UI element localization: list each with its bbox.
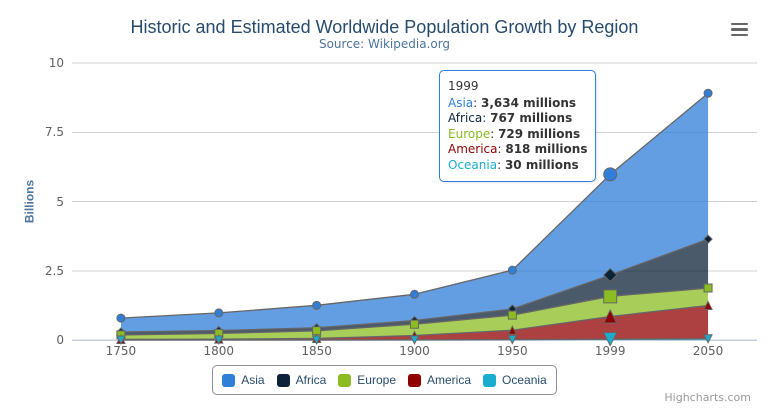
legend-symbol-oceania — [483, 373, 497, 387]
legend-label: America — [427, 373, 472, 387]
marker-asia-1900[interactable] — [410, 289, 419, 299]
marker-asia-1950[interactable] — [507, 265, 517, 275]
marker-europe-1950[interactable] — [507, 310, 517, 320]
chart-context-menu-button[interactable] — [728, 19, 752, 41]
tooltip-series-name: Europe — [448, 126, 491, 141]
tooltip-series-value: 3,634 millions — [481, 95, 577, 110]
legend-label: Europe — [357, 373, 396, 387]
legend-label: Africa — [295, 373, 327, 387]
x-axis-label-1750: 1750 — [105, 344, 137, 358]
x-axis-label-1800: 1800 — [203, 344, 235, 358]
marker-oceania-1999[interactable] — [602, 332, 618, 347]
y-axis-label-5: 5 — [56, 194, 64, 209]
legend-symbol-asia — [222, 373, 236, 387]
hamburger-icon — [731, 33, 748, 37]
area-america[interactable] — [120, 305, 709, 340]
y-axis-title: Billions — [23, 180, 37, 224]
chart-subtitle: Source: Wikipedia.org — [318, 37, 451, 51]
legend-item-asia[interactable]: Asia — [222, 373, 265, 387]
x-axis-label-1850: 1850 — [301, 344, 332, 358]
x-axis-label-1999: 1999 — [594, 344, 626, 358]
tooltip-series-name: America — [448, 142, 498, 156]
area-asia[interactable] — [120, 93, 709, 332]
tooltip-series-value: 30 millions — [504, 157, 579, 172]
marker-oceania-1900[interactable] — [409, 335, 420, 345]
tooltip-series-value: 818 millions — [505, 142, 588, 156]
legend-label: Oceania — [502, 373, 547, 387]
credits-link[interactable]: Highcharts.com — [664, 391, 751, 404]
tooltip-header: 1999 — [448, 79, 479, 93]
x-axis-label-1950: 1950 — [497, 344, 528, 358]
marker-oceania-2050[interactable] — [703, 334, 713, 344]
tooltip-series-value: 767 millions — [490, 111, 573, 125]
legend-box: Asia Africa Europe America Oceania — [212, 365, 557, 395]
tooltip-series-value: 729 millions — [498, 126, 581, 141]
chart-title: Historic and Estimated Worldwide Populat… — [130, 17, 639, 37]
legend: Asia Africa Europe America Oceania — [0, 365, 769, 395]
marker-africa-2050[interactable] — [703, 234, 713, 244]
marker-asia-1850[interactable] — [312, 300, 322, 310]
legend-item-oceania[interactable]: Oceania — [483, 373, 547, 387]
marker-europe-1850[interactable] — [312, 326, 322, 336]
marker-asia-1999[interactable] — [603, 167, 618, 182]
tooltip-row-europe: Europe: 729 millions — [448, 126, 581, 141]
marker-america-2050[interactable] — [703, 300, 713, 310]
legend-item-africa[interactable]: Africa — [276, 373, 327, 387]
legend-symbol-europe — [338, 373, 352, 387]
x-axis-label-2050: 2050 — [692, 344, 724, 358]
marker-asia-1750[interactable] — [116, 313, 126, 323]
tooltip-series-name: Oceania — [448, 157, 498, 172]
tooltip-row-africa: Africa: 767 millions — [448, 111, 573, 125]
marker-europe-2050[interactable] — [703, 283, 713, 293]
y-axis-label-0: 0 — [56, 333, 64, 347]
marker-america-1999[interactable] — [602, 308, 618, 324]
tooltip: 1999 Asia: 3,634 millions Africa: 767 mil… — [439, 70, 597, 182]
y-axis-label-10: 10 — [48, 56, 64, 70]
y-axis-label-2.5: 2.5 — [44, 263, 64, 278]
marker-asia-2050[interactable] — [703, 88, 713, 98]
tooltip-series-name: Africa — [448, 111, 483, 125]
marker-africa-1999[interactable] — [603, 267, 618, 283]
hamburger-icon — [731, 22, 748, 26]
marker-europe-1900[interactable] — [410, 319, 419, 329]
marker-oceania-1750[interactable] — [116, 335, 126, 346]
marker-oceania-1950[interactable] — [507, 335, 518, 345]
legend-symbol-africa — [276, 373, 290, 387]
x-axis-label-1900: 1900 — [399, 344, 430, 358]
tooltip-row-america: America: 818 millions — [448, 142, 588, 156]
marker-asia-1800[interactable] — [214, 308, 224, 318]
marker-oceania-1800[interactable] — [213, 335, 224, 346]
tooltip-row-asia: Asia: 3,634 millions — [448, 95, 577, 110]
legend-item-europe[interactable]: Europe — [338, 373, 396, 387]
legend-item-america[interactable]: America — [408, 373, 471, 387]
y-axis-label-7.5: 7.5 — [44, 125, 64, 140]
hamburger-icon — [731, 28, 748, 31]
tooltip-series-name: Asia — [448, 95, 474, 110]
area-africa[interactable] — [120, 239, 709, 335]
marker-oceania-1850[interactable] — [311, 335, 322, 346]
legend-label: Asia — [241, 373, 265, 387]
legend-symbol-america — [408, 373, 421, 387]
tooltip-row-oceania: Oceania: 30 millions — [448, 157, 579, 172]
marker-america-1950[interactable] — [507, 325, 518, 335]
marker-europe-1999[interactable] — [603, 289, 618, 304]
